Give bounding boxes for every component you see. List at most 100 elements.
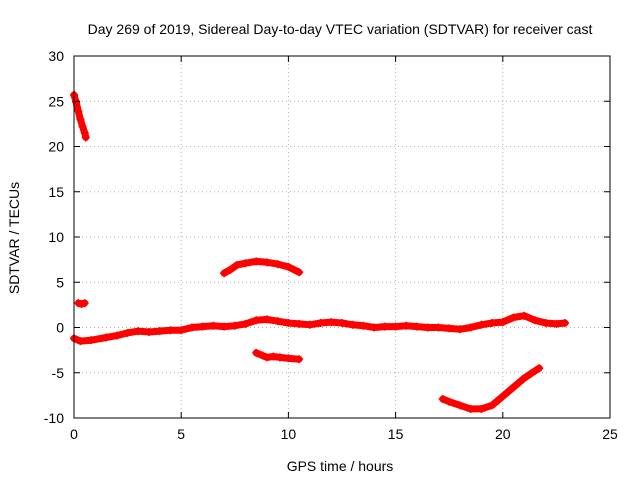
data-point (535, 364, 544, 373)
y-tick-label: 10 (48, 229, 64, 245)
data-point (348, 320, 357, 329)
data-point (273, 317, 282, 326)
data-point (273, 260, 282, 269)
series-afternoon-hump (220, 257, 304, 278)
data-point (134, 327, 143, 336)
data-point (209, 321, 218, 330)
data-point (284, 318, 293, 327)
data-point (241, 319, 250, 328)
data-point (316, 318, 325, 327)
grid (74, 56, 610, 418)
data-point (166, 326, 175, 335)
series-early-short (74, 299, 89, 308)
data-point (232, 261, 241, 270)
data-point (488, 401, 497, 410)
data-point (76, 337, 85, 346)
y-tick-label: -10 (44, 410, 64, 426)
data-point (269, 352, 278, 361)
x-tick-label: 5 (177, 426, 185, 442)
data-point (391, 322, 400, 331)
x-axis-label: GPS time / hours (287, 458, 394, 474)
series-early-drop (70, 90, 90, 142)
y-tick-label: 15 (48, 184, 64, 200)
data-point (102, 333, 111, 342)
data-point (112, 331, 121, 340)
x-tick-label: 20 (495, 426, 511, 442)
series-main-band (70, 311, 569, 346)
data-point (509, 383, 518, 392)
axis-ticks: 0 5 10 15 20 25 -10 -5 0 5 10 15 20 25 30 (44, 48, 618, 442)
data-point (402, 321, 411, 330)
data-point (80, 128, 89, 137)
data-point (123, 328, 132, 337)
data-point (477, 404, 486, 413)
data-point (177, 326, 186, 335)
data-point (145, 328, 154, 337)
data-point (87, 336, 96, 345)
chart-title: Day 269 of 2019, Sidereal Day-to-day VTE… (88, 21, 593, 37)
data-point (252, 257, 261, 266)
data-point (370, 323, 379, 332)
data-point (295, 355, 304, 364)
data-point (541, 318, 550, 327)
data-point (262, 315, 271, 324)
data-point (445, 324, 454, 333)
data-point (155, 327, 164, 336)
data-point (284, 354, 293, 363)
data-point (488, 318, 497, 327)
data-point (284, 262, 293, 271)
data-point (520, 374, 529, 383)
data-point (230, 321, 239, 330)
data-point (466, 404, 475, 413)
data-point (262, 258, 271, 267)
x-tick-label: 0 (70, 426, 78, 442)
data-point (530, 366, 539, 375)
data-point (413, 322, 422, 331)
data-point (560, 318, 569, 327)
data-point (530, 316, 539, 325)
data-point (275, 353, 284, 362)
data-point (509, 313, 518, 322)
data-point (78, 122, 87, 131)
data-point (359, 321, 368, 330)
data-point (498, 318, 507, 327)
data-point (327, 318, 336, 327)
data-point (445, 397, 454, 406)
data-point (241, 259, 250, 268)
y-tick-label: -5 (52, 365, 65, 381)
data-point (76, 115, 85, 124)
data-point (552, 319, 561, 328)
y-axis-label: SDTVAR / TECUs (6, 182, 22, 294)
data-point (252, 316, 261, 325)
data-point (498, 392, 507, 401)
data-point (220, 269, 229, 278)
data-point (455, 401, 464, 410)
x-tick-label: 15 (388, 426, 404, 442)
y-tick-label: 20 (48, 139, 64, 155)
data-points (70, 90, 569, 413)
series-evening-dip (438, 364, 544, 413)
data-point (258, 351, 267, 360)
data-point (198, 322, 207, 331)
y-tick-label: 25 (48, 93, 64, 109)
data-point (226, 265, 235, 274)
data-point (466, 323, 475, 332)
data-point (220, 322, 229, 331)
data-point (338, 318, 346, 327)
data-point (252, 348, 261, 357)
data-point (455, 325, 464, 334)
data-point (262, 353, 271, 362)
y-tick-label: 0 (56, 320, 64, 336)
data-point (477, 320, 486, 329)
data-point (295, 268, 304, 277)
data-point (423, 323, 432, 332)
y-tick-label: 30 (48, 48, 64, 64)
x-tick-label: 25 (602, 426, 618, 442)
data-point (305, 320, 314, 329)
y-tick-label: 5 (56, 274, 64, 290)
data-point (380, 322, 389, 331)
data-point (187, 323, 196, 332)
data-point (438, 394, 447, 403)
